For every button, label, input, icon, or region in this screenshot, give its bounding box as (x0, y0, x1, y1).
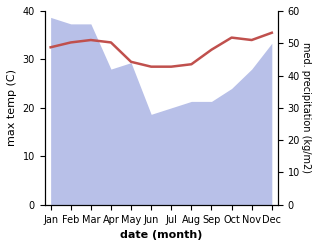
Y-axis label: max temp (C): max temp (C) (7, 69, 17, 146)
Y-axis label: med. precipitation (kg/m2): med. precipitation (kg/m2) (301, 42, 311, 173)
X-axis label: date (month): date (month) (120, 230, 203, 240)
